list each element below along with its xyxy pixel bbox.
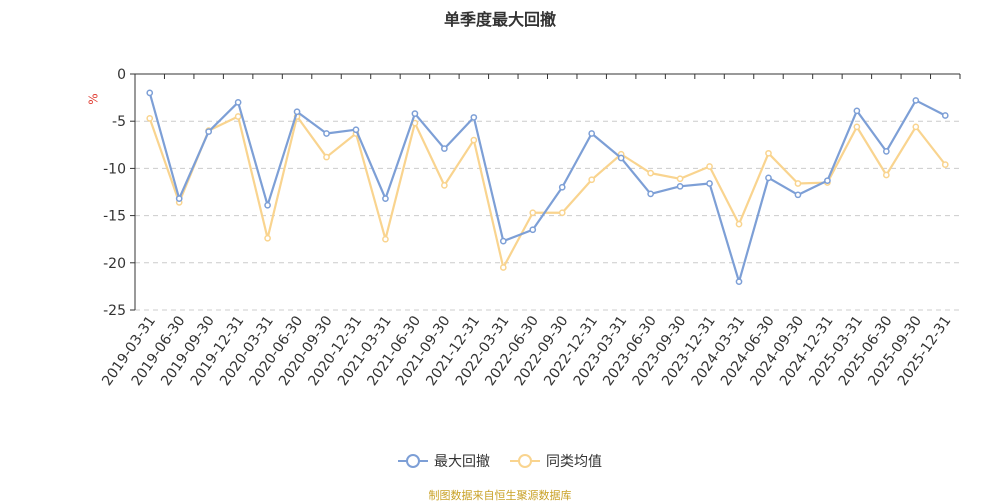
y-tick-label: -5 [112, 114, 126, 130]
legend-label-peer-average: 同类均值 [546, 454, 602, 470]
data-point-max-drawdown [824, 177, 831, 185]
axes: 0-5-10-15-20-252019-03-312019-06-302019-… [99, 67, 961, 389]
y-tick-label: -20 [103, 256, 126, 272]
data-point-peer-average [323, 153, 330, 161]
data-point-max-drawdown [735, 278, 743, 286]
data-point-max-drawdown [617, 154, 625, 162]
data-point-peer-average [588, 176, 596, 184]
data-point-max-drawdown [647, 190, 654, 198]
data-point-max-drawdown [529, 226, 537, 234]
data-point-peer-average [264, 234, 271, 242]
data-point-peer-average [794, 180, 802, 187]
y-tick-label: -25 [103, 303, 126, 319]
y-tick-label: -10 [103, 161, 126, 177]
data-point-peer-average [676, 175, 684, 183]
data-point-max-drawdown [205, 128, 213, 135]
data-point-max-drawdown [912, 97, 920, 104]
data-point-peer-average [882, 171, 890, 179]
y-tick-label: 0 [117, 67, 126, 83]
data-point-max-drawdown [234, 98, 242, 106]
data-point-peer-average [853, 123, 861, 131]
data-point-max-drawdown [411, 110, 419, 117]
legend-symbol-max-drawdown [398, 454, 428, 468]
data-point-max-drawdown [941, 112, 949, 119]
data-point-peer-average [146, 115, 154, 122]
data-point-peer-average [558, 209, 566, 217]
data-point-max-drawdown [499, 237, 507, 245]
data-point-max-drawdown [794, 191, 802, 199]
data-point-max-drawdown [293, 108, 301, 116]
y-tick-label: -15 [103, 209, 126, 225]
data-point-max-drawdown [765, 174, 772, 182]
data-point-peer-average [470, 136, 478, 144]
chart-title: 单季度最大回撤 [443, 10, 556, 29]
data-point-max-drawdown [676, 182, 684, 190]
series-line-max-drawdown [148, 92, 946, 283]
data-point-peer-average [735, 220, 743, 228]
gridlines [135, 120, 960, 311]
data-point-peer-average [382, 235, 389, 243]
legend-label-max-drawdown: 最大回撤 [434, 454, 490, 470]
data-point-max-drawdown [323, 130, 330, 137]
data-point-peer-average [765, 149, 772, 157]
legend-item-peer-average[interactable]: 同类均值 [510, 451, 602, 471]
data-point-peer-average [234, 113, 242, 120]
data-point-peer-average [441, 182, 448, 189]
data-point-peer-average [912, 123, 920, 131]
legend: 最大回撤 同类均值 [0, 451, 1000, 471]
legend-symbol-peer-average [510, 454, 540, 468]
data-point-max-drawdown [706, 180, 713, 187]
data-point-max-drawdown [882, 148, 890, 155]
data-point-peer-average [499, 264, 507, 271]
series-line-peer-average [148, 115, 947, 269]
legend-item-max-drawdown[interactable]: 最大回撤 [398, 451, 490, 471]
data-point-max-drawdown [853, 107, 861, 115]
source-note: 制图数据来自恒生聚源数据库 [428, 489, 572, 502]
data-point-max-drawdown [352, 126, 360, 134]
data-point-max-drawdown [470, 114, 478, 121]
series [146, 89, 949, 286]
data-point-peer-average [529, 209, 537, 217]
data-point-max-drawdown [175, 195, 183, 202]
data-point-max-drawdown [558, 183, 566, 191]
data-point-peer-average [706, 163, 713, 170]
data-point-max-drawdown [588, 130, 596, 137]
data-point-max-drawdown [146, 89, 154, 97]
data-point-max-drawdown [264, 201, 271, 209]
data-point-peer-average [647, 169, 654, 177]
data-point-max-drawdown [382, 195, 389, 202]
data-point-peer-average [941, 161, 949, 168]
data-point-max-drawdown [441, 145, 448, 152]
